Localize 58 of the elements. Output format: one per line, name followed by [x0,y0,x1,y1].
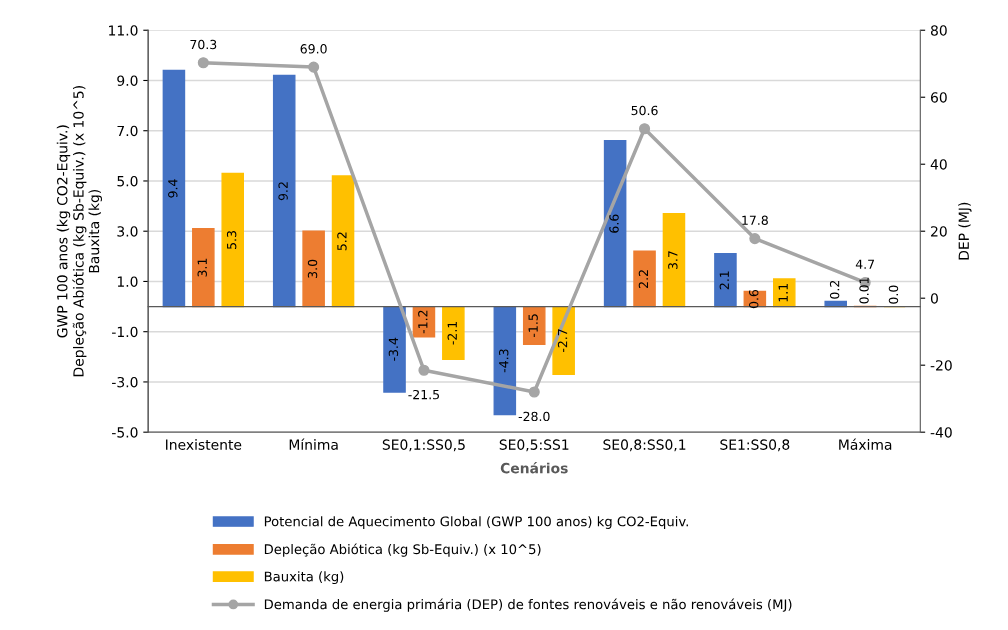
data-label: 50.6 [631,105,658,116]
x-tick-label: Inexistente [166,439,242,450]
y2-tick-label: -20 [930,360,952,371]
data-label: 9.4 [168,179,178,198]
x-axis-title: Cenários [500,462,568,474]
y2-tick-label: 0 [930,293,938,304]
y-tick-label: -5.0 [112,427,138,438]
data-label: -4.3 [499,349,509,373]
data-label: -2.7 [557,329,568,353]
data-label: 5.3 [226,231,237,249]
x-tick-label: SE0,1:SS0,5 [382,439,465,452]
data-label: 6.6 [609,214,619,233]
data-label: 0.6 [749,289,759,309]
x-tick-label: Máxima [839,438,892,450]
y-tick-label: 5.0 [117,175,138,187]
data-label: -3.4 [388,337,399,361]
data-label: -1.2 [418,310,428,334]
x-tick-label: SE0,5:SS1 [499,439,569,452]
data-label: 17.8 [742,215,768,226]
data-label: 70.3 [190,39,217,50]
legend-label: Depleção Abiótica (kg Sb-Equiv.) (x 10^5) [264,543,541,557]
data-label: 1.1 [778,283,788,302]
data-label: 2.2 [638,270,648,288]
data-label: -1.5 [528,314,538,337]
x-tick-label: SE0,8:SS0,1 [603,439,686,452]
y-tick-label: 11.0 [109,25,138,36]
y-tick-label: -1.0 [112,326,138,338]
x-tick-label: Mínima [289,438,338,450]
y2-tick-label: -40 [930,427,952,438]
data-label: 3.7 [668,251,678,270]
data-label: 5.2 [337,232,347,251]
data-label: 69.0 [300,44,327,54]
y-tick-label: 7.0 [117,125,138,137]
data-label: 9.2 [278,182,288,201]
y-axis-title: GWP 100 anos (kg CO2-Equiv.) Depleção Abiótica (kg Sb-Equiv.) (x 10^5) Bauxita (kg) [56,86,102,377]
y-tick-label: 1.0 [117,276,138,287]
y2-tick-label: 80 [930,25,947,36]
y-tick-label: -3.0 [112,376,138,388]
data-label: 3.0 [307,259,318,278]
y2-tick-label: 20 [931,226,947,237]
x-tick-label: SE1:SS0,8 [720,439,790,452]
data-label: 2.1 [719,271,729,290]
data-label: 4.7 [855,259,875,269]
y-tick-label: 3.0 [117,226,138,237]
legend-label: Bauxita (kg) [264,571,344,585]
y2-tick-label: 60 [931,92,947,103]
legend-label: Potencial de Aquecimento Global (GWP 100 anos) kg CO2-Equiv. [264,516,688,529]
data-label: 0.2 [829,280,840,299]
data-label: -28.0 [518,411,550,422]
data-label: 3.1 [197,258,207,277]
data-label: 0.01 [859,277,869,304]
data-label: -2.1 [447,321,457,345]
data-label: 0.0 [888,285,899,304]
y2-axis-title: DEP (MJ) [958,202,972,260]
y2-tick-label: 40 [930,159,947,170]
legend-label: Demanda de energia primária (DEP) de fontes renováveis e não renováveis (MJ) [264,598,792,612]
y-tick-label: 9.0 [117,75,138,86]
data-label: -21.5 [408,389,440,400]
